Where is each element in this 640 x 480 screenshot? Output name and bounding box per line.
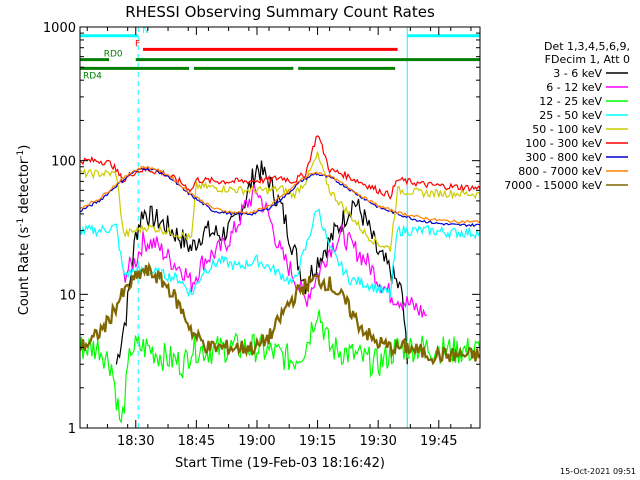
y-axis-label-text: Count Rate (s: [17, 227, 32, 316]
y-axis-label-mid: detector: [17, 158, 32, 218]
series-line-300-800-kev: [80, 166, 480, 228]
legend-label-5: 100 - 300 keV: [525, 137, 602, 150]
y-tick-label-3: 1000: [43, 21, 76, 36]
series-line-12-25-kev: [80, 309, 480, 424]
plot-frame: [79, 26, 481, 429]
x-tick-label-3: 19:15: [299, 434, 336, 449]
legend-label-4: 50 - 100 keV: [532, 123, 602, 136]
series-line-6-12-kev: [123, 184, 427, 318]
legend-label-7: 800 - 7000 keV: [518, 165, 602, 178]
legend-label-8: 7000 - 15000 keV: [504, 179, 602, 192]
state-bar-label-rd0: RD0: [104, 50, 123, 60]
legend-header-line-2: FDecim 1, Att 0: [545, 53, 630, 66]
y-tick-label-1: 10: [59, 288, 76, 303]
legend-header-line-1: Det 1,3,4,5,6,9,: [544, 40, 630, 53]
x-tick-label-5: 19:45: [420, 434, 457, 449]
legend-label-1: 6 - 12 keV: [546, 81, 602, 94]
x-tick-label-2: 19:00: [238, 434, 275, 449]
state-bar-label-f: F: [135, 39, 140, 49]
state-bar-label-rd4: RD4: [83, 71, 102, 81]
series-line-50-100-kev: [80, 151, 480, 252]
y-axis-label-sup2: -1: [16, 150, 26, 159]
legend-label-6: 300 - 800 keV: [525, 151, 602, 164]
legend-label-0: 3 - 6 keV: [553, 67, 602, 80]
y-axis-label: Count Rate (s-1 detector-1): [16, 145, 32, 316]
x-tick-label-1: 18:45: [178, 434, 215, 449]
generation-timestamp: 15-Oct-2021 09:51: [560, 467, 636, 476]
legend: Det 1,3,4,5,6,9, FDecim 1, Att 0 3 - 6 k…: [504, 40, 630, 192]
axes: 1 10 100 1000 18:30 18:45 19:00 19:15 19:30 19:45: [43, 21, 481, 449]
series-line-800-7000-kev: [80, 165, 480, 224]
y-axis-label-end: ): [17, 145, 32, 150]
y-axis-label-sup: -1: [16, 218, 26, 227]
series-group: [80, 27, 480, 428]
x-tick-label-4: 19:30: [359, 434, 396, 449]
x-tick-label-0: 18:30: [117, 434, 154, 449]
chart-title: RHESSI Observing Summary Count Rates: [125, 3, 435, 21]
legend-label-3: 25 - 50 keV: [539, 109, 602, 122]
plot-area: NF RD0 RD4: [80, 26, 480, 428]
y-tick-label-0: 1: [68, 422, 76, 437]
series-line-7000-15000-kev: [80, 261, 480, 366]
legend-label-2: 12 - 25 keV: [539, 95, 602, 108]
state-bar-label-n: N: [142, 26, 149, 36]
x-axis-label: Start Time (19-Feb-03 18:16:42): [175, 456, 385, 471]
y-tick-label-2: 100: [51, 155, 76, 170]
